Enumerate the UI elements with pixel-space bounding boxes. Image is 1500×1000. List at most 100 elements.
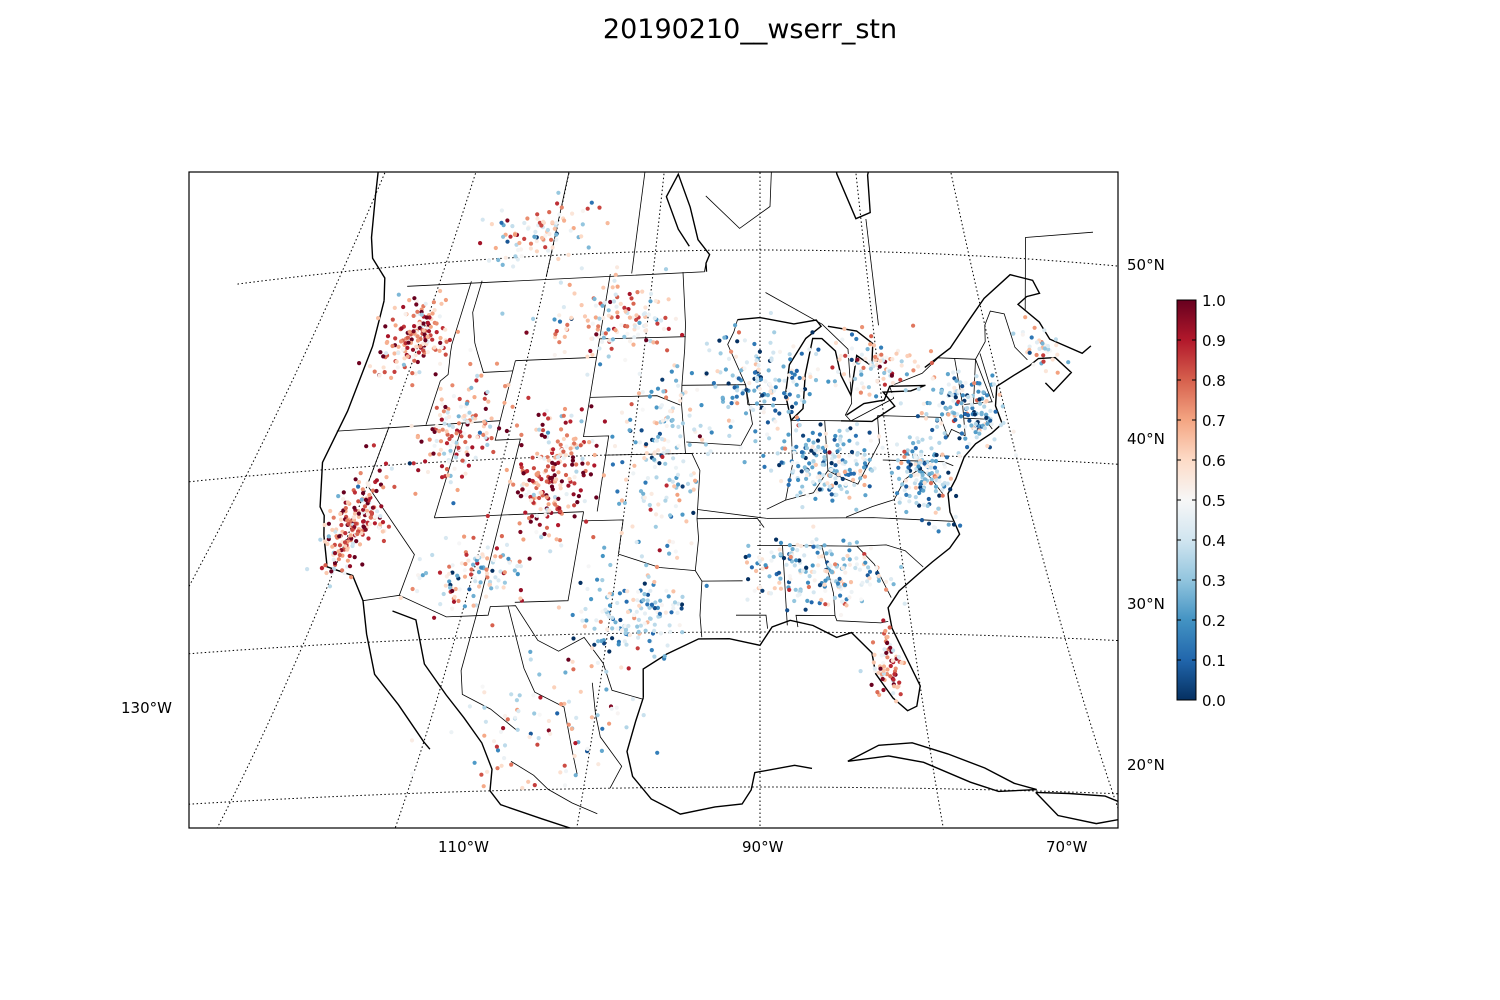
station-point xyxy=(588,472,594,477)
station-point xyxy=(586,245,591,250)
station-point xyxy=(636,635,641,640)
station-point xyxy=(602,545,607,550)
station-point xyxy=(437,413,443,418)
station-point xyxy=(643,323,648,328)
station-point xyxy=(607,603,613,608)
station-point xyxy=(868,438,874,443)
station-point xyxy=(540,428,546,433)
station-point xyxy=(330,544,335,549)
station-point xyxy=(833,433,838,439)
station-point xyxy=(472,575,478,581)
station-point xyxy=(862,482,867,488)
station-point xyxy=(559,427,564,432)
station-point xyxy=(788,554,793,560)
station-point xyxy=(462,431,467,436)
station-point xyxy=(687,413,692,418)
station-point xyxy=(610,337,616,342)
station-point xyxy=(619,410,625,415)
station-point xyxy=(515,564,520,569)
border-segment xyxy=(865,218,879,326)
station-point xyxy=(672,600,678,605)
station-point xyxy=(522,220,527,226)
station-point xyxy=(322,522,327,528)
station-point xyxy=(573,741,578,746)
station-point xyxy=(646,574,651,579)
station-point xyxy=(671,456,676,461)
border-segment xyxy=(686,441,741,446)
station-point xyxy=(816,444,821,449)
station-point xyxy=(871,660,876,665)
station-point xyxy=(539,535,544,540)
station-point xyxy=(634,313,639,318)
station-point xyxy=(945,372,951,377)
station-point xyxy=(637,320,642,325)
station-point xyxy=(447,571,452,576)
station-point xyxy=(359,497,364,502)
station-point xyxy=(585,461,591,466)
station-point xyxy=(546,440,551,445)
station-point xyxy=(935,424,940,429)
station-point xyxy=(644,442,649,447)
station-point xyxy=(559,479,565,484)
station-point xyxy=(652,450,657,455)
station-point xyxy=(843,353,848,358)
station-point xyxy=(548,731,553,737)
station-point xyxy=(1042,346,1047,351)
station-point xyxy=(868,366,874,371)
station-point xyxy=(752,370,758,375)
station-point xyxy=(928,349,934,354)
station-point xyxy=(568,228,573,233)
station-point xyxy=(372,369,377,374)
station-point xyxy=(853,565,858,571)
station-point xyxy=(804,543,809,549)
station-point xyxy=(485,442,490,447)
station-point xyxy=(942,461,947,467)
station-point xyxy=(810,480,816,485)
station-point xyxy=(546,248,551,253)
station-point xyxy=(473,455,478,460)
station-point xyxy=(526,226,531,231)
station-point xyxy=(760,588,765,593)
station-point xyxy=(841,372,847,377)
station-point xyxy=(862,555,867,560)
station-point xyxy=(632,616,637,621)
station-point xyxy=(891,648,896,653)
station-point xyxy=(660,454,665,459)
station-point xyxy=(921,488,926,493)
station-point xyxy=(590,352,595,357)
station-point xyxy=(951,370,956,375)
station-point xyxy=(836,454,842,459)
station-point xyxy=(345,500,350,505)
station-point xyxy=(720,395,725,400)
station-point xyxy=(790,375,795,380)
station-point xyxy=(769,468,774,473)
station-point xyxy=(649,491,654,496)
station-point xyxy=(881,618,886,623)
station-point xyxy=(457,587,462,592)
station-point xyxy=(341,490,346,495)
station-point xyxy=(867,430,872,435)
station-point xyxy=(984,415,989,420)
station-point xyxy=(471,603,476,608)
station-point xyxy=(480,552,485,557)
station-point xyxy=(890,357,895,362)
station-point xyxy=(625,324,630,329)
station-point xyxy=(791,468,796,473)
station-point xyxy=(885,640,890,646)
station-point xyxy=(810,465,815,470)
station-point xyxy=(881,668,886,673)
station-point xyxy=(936,506,941,511)
border-segment xyxy=(766,517,954,522)
station-point xyxy=(552,226,557,231)
station-point xyxy=(410,371,415,376)
station-point xyxy=(659,514,664,519)
station-point xyxy=(339,522,344,528)
station-point xyxy=(736,330,742,335)
station-point xyxy=(743,554,748,560)
station-point xyxy=(753,439,758,444)
station-point xyxy=(626,623,631,629)
station-point xyxy=(800,484,805,489)
station-point xyxy=(1042,328,1047,333)
station-point xyxy=(771,397,777,402)
station-point xyxy=(695,387,700,392)
